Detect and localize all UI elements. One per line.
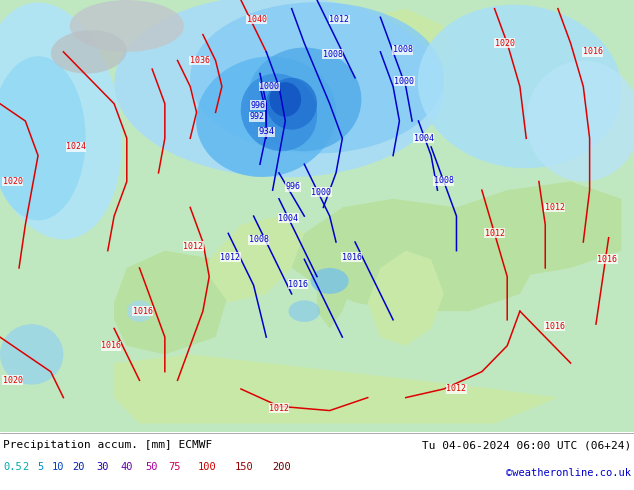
Text: 1036: 1036 <box>190 56 210 65</box>
Text: 1012: 1012 <box>220 253 240 262</box>
Text: 934: 934 <box>258 127 275 136</box>
Text: 1040: 1040 <box>247 15 267 24</box>
Ellipse shape <box>241 74 317 151</box>
Ellipse shape <box>418 5 622 168</box>
Text: Tu 04-06-2024 06:00 UTC (06+24): Tu 04-06-2024 06:00 UTC (06+24) <box>422 440 631 450</box>
Text: 1016: 1016 <box>342 253 362 262</box>
Text: 200: 200 <box>272 462 291 472</box>
Text: 20: 20 <box>72 462 84 472</box>
Polygon shape <box>317 242 355 328</box>
Polygon shape <box>209 216 304 302</box>
Ellipse shape <box>0 56 86 220</box>
Ellipse shape <box>526 60 634 181</box>
Polygon shape <box>368 251 444 346</box>
Text: 1016: 1016 <box>288 280 308 289</box>
Text: 40: 40 <box>120 462 133 472</box>
Text: 1012: 1012 <box>446 385 467 393</box>
Ellipse shape <box>127 300 152 322</box>
Text: 996: 996 <box>285 182 301 191</box>
Text: 1012: 1012 <box>329 15 349 24</box>
Text: 1024: 1024 <box>66 143 86 151</box>
Text: 1000: 1000 <box>311 188 332 197</box>
Text: 1016: 1016 <box>545 322 565 331</box>
Text: 1016: 1016 <box>101 341 121 350</box>
Text: 75: 75 <box>168 462 181 472</box>
Ellipse shape <box>114 0 444 177</box>
Ellipse shape <box>288 300 320 322</box>
Text: 1020: 1020 <box>3 376 23 385</box>
Text: 1008: 1008 <box>392 45 413 54</box>
Text: 1012: 1012 <box>183 242 204 251</box>
Text: 1016: 1016 <box>597 255 618 264</box>
Ellipse shape <box>247 48 361 151</box>
Text: 996: 996 <box>250 100 266 110</box>
Text: 1004: 1004 <box>278 214 299 223</box>
Ellipse shape <box>70 0 184 52</box>
Text: 150: 150 <box>235 462 254 472</box>
Text: 1000: 1000 <box>259 82 280 91</box>
Ellipse shape <box>0 2 122 240</box>
Ellipse shape <box>190 2 444 153</box>
Text: 2: 2 <box>22 462 29 472</box>
Text: 1008: 1008 <box>434 176 454 185</box>
Polygon shape <box>342 9 456 95</box>
Text: 1012: 1012 <box>484 229 505 238</box>
Text: ©weatheronline.co.uk: ©weatheronline.co.uk <box>506 468 631 478</box>
Ellipse shape <box>266 78 317 130</box>
Text: 1012: 1012 <box>269 404 289 413</box>
Text: 1004: 1004 <box>413 134 434 143</box>
Text: 30: 30 <box>96 462 108 472</box>
Polygon shape <box>444 181 621 276</box>
Text: Precipitation accum. [mm] ECMWF: Precipitation accum. [mm] ECMWF <box>3 440 212 450</box>
Text: 0.5: 0.5 <box>3 462 22 472</box>
Ellipse shape <box>51 30 127 74</box>
Text: 100: 100 <box>198 462 217 472</box>
Text: 1000: 1000 <box>394 77 415 86</box>
Ellipse shape <box>196 56 337 177</box>
Text: 1020: 1020 <box>3 177 23 186</box>
Ellipse shape <box>0 324 63 385</box>
Text: 1012: 1012 <box>545 203 565 212</box>
Polygon shape <box>292 199 539 311</box>
Polygon shape <box>216 104 266 156</box>
Text: 5: 5 <box>37 462 43 472</box>
Text: 1020: 1020 <box>495 39 515 48</box>
Ellipse shape <box>311 268 349 294</box>
Polygon shape <box>114 251 228 354</box>
Text: 1016: 1016 <box>133 307 153 316</box>
Text: 50: 50 <box>145 462 157 472</box>
Text: 992: 992 <box>249 112 264 121</box>
Ellipse shape <box>269 82 301 117</box>
Text: 1016: 1016 <box>583 48 603 56</box>
Text: 10: 10 <box>52 462 65 472</box>
Polygon shape <box>114 354 558 423</box>
Text: 1008: 1008 <box>249 235 269 245</box>
Text: 1008: 1008 <box>323 49 343 58</box>
